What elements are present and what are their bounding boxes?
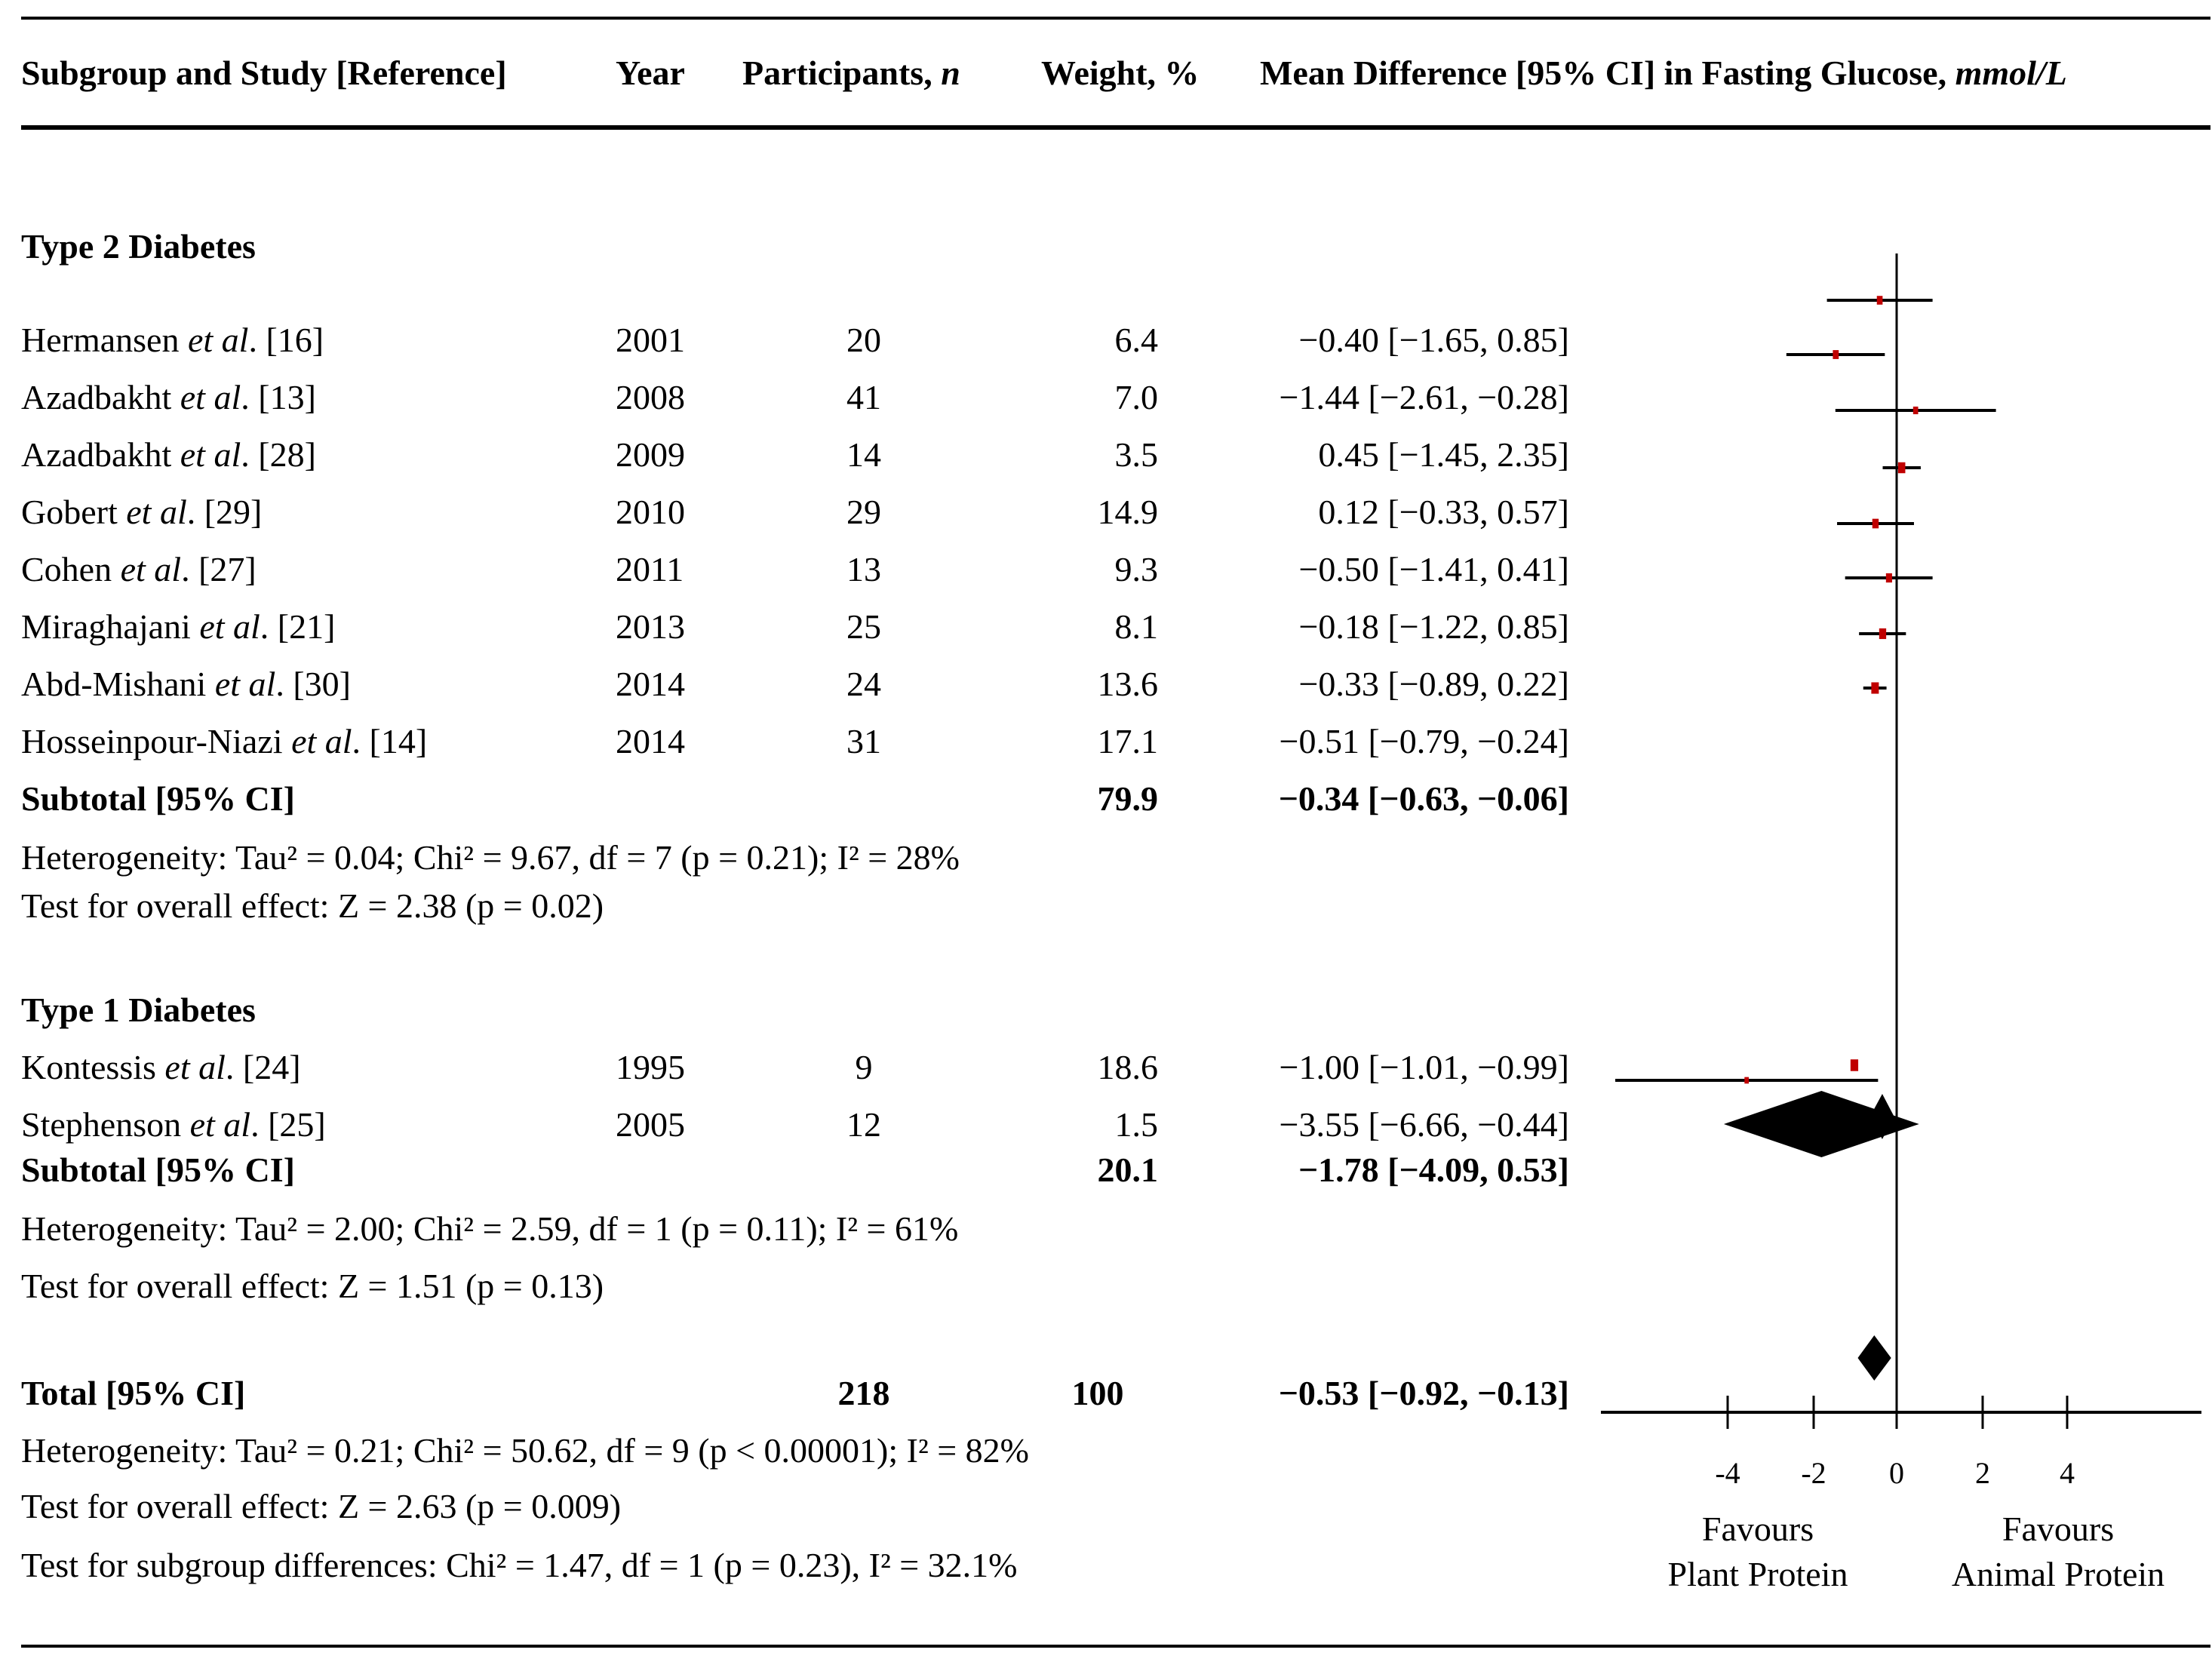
subtotal-label: Subtotal [95% CI] — [21, 1150, 295, 1189]
study-label: Azadbakht et al. [28] — [21, 435, 316, 474]
study-label: Gobert et al. [29] — [21, 493, 263, 531]
study-n: 13 — [846, 550, 881, 588]
study-md: 0.45 [−1.45, 2.35] — [1318, 435, 1569, 474]
study-point-marker — [1850, 1059, 1859, 1071]
study-label: Hermansen et al. [16] — [21, 321, 324, 359]
study-year: 2009 — [616, 435, 685, 474]
header-year: Year — [616, 54, 685, 92]
study-point-marker — [1871, 682, 1879, 694]
study-n: 25 — [846, 607, 881, 646]
study-label: Abd-Mishani et al. [30] — [21, 665, 351, 703]
header-rule — [21, 125, 2210, 130]
header-weight: Weight, % — [1041, 54, 1200, 92]
study-weight: 6.4 — [1114, 321, 1159, 359]
x-tick-label: 0 — [1889, 1456, 1904, 1490]
study-year: 2010 — [616, 493, 685, 531]
heterogeneity-total: Heterogeneity: Tau² = 0.21; Chi² = 50.62… — [21, 1431, 1029, 1470]
study-n: 12 — [846, 1105, 881, 1144]
summary-diamond — [1723, 1091, 1919, 1157]
study-n: 20 — [846, 321, 881, 359]
subtotal-md: −0.34 [−0.63, −0.06] — [1278, 779, 1569, 818]
study-year: 2013 — [616, 607, 685, 646]
study-point-marker — [1872, 518, 1879, 529]
study-year: 2008 — [616, 378, 685, 416]
favours-animal-label-1: Favours — [2002, 1510, 2114, 1548]
study-weight: 18.6 — [1097, 1048, 1159, 1086]
study-md: −0.51 [−0.79, −0.24] — [1279, 722, 1569, 760]
heterogeneity-type1: Heterogeneity: Tau² = 2.00; Chi² = 2.59,… — [21, 1209, 959, 1248]
header-participants: Participants, n — [742, 54, 960, 92]
study-weight: 14.9 — [1097, 493, 1159, 531]
study-point-marker — [1885, 573, 1892, 583]
study-point-marker — [1833, 350, 1839, 359]
header-study: Subgroup and Study [Reference] — [21, 54, 507, 92]
study-point-marker — [1912, 406, 1919, 415]
study-point-marker — [1876, 296, 1883, 305]
subtotal-weight: 20.1 — [1097, 1150, 1159, 1189]
study-year: 1995 — [616, 1048, 685, 1086]
subgroup-differences: Test for subgroup differences: Chi² = 1.… — [21, 1546, 1018, 1584]
study-weight: 8.1 — [1114, 607, 1159, 646]
study-n: 9 — [855, 1048, 873, 1086]
study-md: −0.40 [−1.65, 0.85] — [1298, 321, 1569, 359]
subtotal-label: Subtotal [95% CI] — [21, 779, 295, 818]
study-weight: 13.6 — [1097, 665, 1159, 703]
study-weight: 9.3 — [1114, 550, 1159, 588]
overall-effect-type1: Test for overall effect: Z = 1.51 (p = 0… — [21, 1267, 604, 1305]
study-n: 41 — [846, 378, 881, 416]
favours-plant-label-2: Plant Protein — [1668, 1555, 1848, 1593]
study-point-marker — [1744, 1077, 1750, 1084]
subtotal-weight: 79.9 — [1097, 779, 1159, 818]
bottom-rule — [21, 1645, 2210, 1648]
study-label: Miraghajani et al. [21] — [21, 607, 336, 646]
study-weight: 7.0 — [1114, 378, 1159, 416]
study-year: 2014 — [616, 665, 685, 703]
x-tick-label: -4 — [1715, 1456, 1740, 1490]
total-weight: 100 — [1071, 1374, 1124, 1412]
study-label: Stephenson et al. [25] — [21, 1105, 326, 1144]
study-label: Azadbakht et al. [13] — [21, 378, 316, 416]
study-label: Cohen et al. [27] — [21, 550, 257, 588]
favours-plant-label-1: Favours — [1702, 1510, 1814, 1548]
heterogeneity-type2: Heterogeneity: Tau² = 0.04; Chi² = 9.67,… — [21, 838, 960, 877]
overall-effect-total: Test for overall effect: Z = 2.63 (p = 0… — [21, 1487, 622, 1525]
x-tick-label: -2 — [1801, 1456, 1826, 1490]
study-year: 2014 — [616, 722, 685, 760]
total-md: −0.53 [−0.92, −0.13] — [1278, 1374, 1569, 1412]
study-md: 0.12 [−0.33, 0.57] — [1318, 493, 1569, 531]
x-tick-label: 4 — [2060, 1456, 2075, 1490]
study-md: −0.33 [−0.89, 0.22] — [1298, 665, 1569, 703]
study-md: −1.00 [−1.01, −0.99] — [1279, 1048, 1569, 1086]
header-mean-difference: Mean Difference [95% CI] in Fasting Gluc… — [1260, 54, 2067, 92]
study-year: 2005 — [616, 1105, 685, 1144]
top-rule — [21, 17, 2210, 20]
x-tick-label: 2 — [1975, 1456, 1990, 1490]
group-title-type1: Type 1 Diabetes — [21, 991, 256, 1029]
total-label: Total [95% CI] — [21, 1374, 246, 1412]
study-year: 2011 — [616, 550, 684, 588]
study-point-marker — [1897, 462, 1906, 474]
study-n: 14 — [846, 435, 881, 474]
study-year: 2001 — [616, 321, 685, 359]
subtotal-md: −1.78 [−4.09, 0.53] — [1298, 1150, 1569, 1189]
study-weight: 3.5 — [1114, 435, 1159, 474]
study-n: 24 — [846, 665, 881, 703]
study-label: Hosseinpour-Niazi et al. [14] — [21, 722, 428, 760]
study-label: Kontessis et al. [24] — [21, 1048, 301, 1086]
study-md: −1.44 [−2.61, −0.28] — [1279, 378, 1569, 416]
study-weight: 1.5 — [1114, 1105, 1159, 1144]
study-point-marker — [1879, 628, 1887, 640]
study-md: −0.50 [−1.41, 0.41] — [1298, 550, 1569, 588]
study-md: −0.18 [−1.22, 0.85] — [1298, 607, 1569, 646]
group-title-type2: Type 2 Diabetes — [21, 227, 256, 266]
favours-animal-label-2: Animal Protein — [1952, 1555, 2164, 1593]
overall-effect-type2: Test for overall effect: Z = 2.38 (p = 0… — [21, 886, 604, 925]
study-md: −3.55 [−6.66, −0.44] — [1279, 1105, 1569, 1144]
summary-diamond — [1857, 1335, 1891, 1381]
total-n: 218 — [837, 1374, 890, 1412]
study-n: 29 — [846, 493, 881, 531]
study-weight: 17.1 — [1097, 722, 1159, 760]
study-n: 31 — [846, 722, 881, 760]
